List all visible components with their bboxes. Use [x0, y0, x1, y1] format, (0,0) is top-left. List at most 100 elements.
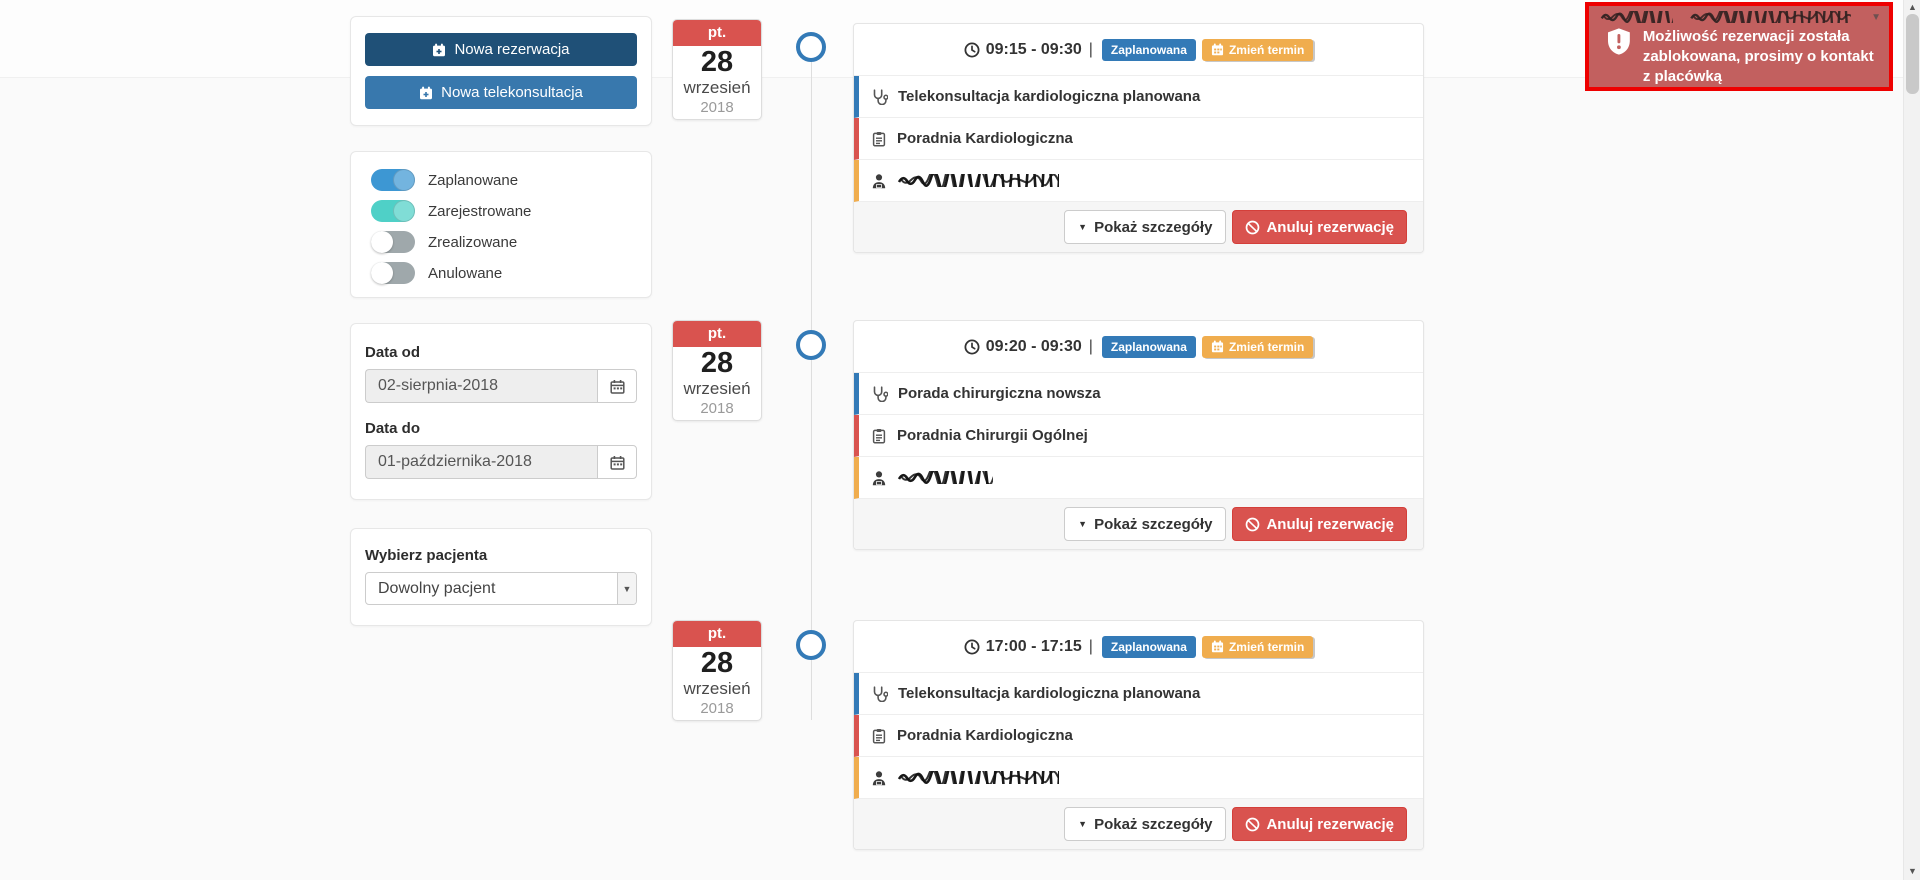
- calendar-icon: [1211, 43, 1224, 56]
- new-reservation-label: Nowa rezerwacja: [454, 41, 570, 58]
- caret-down-icon: ▼: [1078, 222, 1088, 232]
- show-details-button[interactable]: ▼ Pokaż szczegóły: [1064, 507, 1227, 541]
- patient-select[interactable]: Dowolny pacjent ▼: [365, 572, 637, 605]
- shield-exclamation-icon: [1607, 28, 1630, 55]
- appointment-header: 09:20 - 09:30 | Zaplanowana Zmień termin: [854, 321, 1423, 373]
- cancel-label: Anuluj rezerwację: [1266, 815, 1394, 833]
- show-details-button[interactable]: ▼ Pokaż szczegóły: [1064, 807, 1227, 841]
- details-label: Pokaż szczegóły: [1094, 218, 1213, 236]
- date-month: wrzesień: [683, 679, 751, 698]
- status-badge: Zaplanowana: [1101, 335, 1196, 358]
- appointment-card: 17:00 - 17:15 | Zaplanowana Zmień termin…: [853, 620, 1424, 850]
- service-row: Telekonsultacja kardiologiczna planowana: [854, 76, 1423, 118]
- toggle-row-anulowane: Anulowane: [371, 262, 637, 284]
- caret-down-icon: ▼: [1078, 819, 1088, 829]
- date-to-calendar-button[interactable]: [597, 445, 637, 479]
- clinic-name: Poradnia Chirurgii Ogólnej: [897, 427, 1088, 444]
- date-weekday: pt.: [673, 20, 761, 46]
- toggle-knob: [371, 262, 393, 284]
- reschedule-button[interactable]: Zmień termin: [1201, 635, 1314, 658]
- date-day: 28: [700, 347, 734, 379]
- clock-icon: [964, 42, 980, 57]
- service-row: Telekonsultacja kardiologiczna planowana: [854, 673, 1423, 715]
- appointment-card: 09:20 - 09:30 | Zaplanowana Zmień termin…: [853, 320, 1424, 550]
- filter-sidebar: Nowa rezerwacja Nowa telekonsultacja Zap…: [350, 16, 652, 626]
- toggle-knob: [371, 231, 393, 253]
- date-card: pt. 28 wrzesień 2018: [672, 320, 762, 421]
- appointment-footer: ▼ Pokaż szczegóły Anuluj rezerwację: [854, 499, 1423, 549]
- appointment-time: 09:20 - 09:30: [985, 337, 1082, 355]
- date-day: 28: [700, 46, 734, 78]
- patient-row: [854, 160, 1423, 202]
- calendar-icon: [1211, 640, 1224, 653]
- redacted-navbar-text: [1600, 11, 1673, 23]
- details-label: Pokaż szczegóły: [1094, 815, 1213, 833]
- clinic-row: Poradnia Kardiologiczna: [854, 118, 1423, 160]
- clinic-icon: [872, 130, 886, 147]
- service-name: Telekonsultacja kardiologiczna planowana: [898, 88, 1201, 105]
- patient-icon: [872, 470, 886, 486]
- user-menu-caret-icon[interactable]: ▼: [1871, 11, 1881, 23]
- date-month: wrzesień: [683, 379, 751, 398]
- scroll-up-arrow[interactable]: ▲: [1908, 2, 1917, 12]
- date-to-input[interactable]: [365, 445, 597, 479]
- patient-filter-label: Wybierz pacjenta: [365, 547, 488, 564]
- actions-panel: Nowa rezerwacja Nowa telekonsultacja: [350, 16, 652, 126]
- appointment-header: 17:00 - 17:15 | Zaplanowana Zmień termin: [854, 621, 1423, 673]
- patient-select-value: Dowolny pacjent: [378, 579, 496, 597]
- toggle-anulowane[interactable]: [371, 262, 415, 284]
- stethoscope-icon: [873, 88, 888, 105]
- reschedule-label: Zmień termin: [1228, 42, 1305, 57]
- new-reservation-button[interactable]: Nowa rezerwacja: [365, 33, 637, 66]
- date-from-input[interactable]: [365, 369, 597, 403]
- cancel-reservation-button[interactable]: Anuluj rezerwację: [1232, 210, 1407, 244]
- redacted-patient-name: [897, 771, 1059, 784]
- clinic-name: Poradnia Kardiologiczna: [897, 130, 1073, 147]
- date-to-label: Data do: [365, 420, 421, 437]
- toggle-label: Anulowane: [428, 264, 503, 282]
- clinic-row: Poradnia Kardiologiczna: [854, 715, 1423, 757]
- service-name: Telekonsultacja kardiologiczna planowana: [898, 685, 1201, 702]
- reschedule-button[interactable]: Zmień termin: [1201, 335, 1314, 358]
- date-year: 2018: [700, 700, 734, 717]
- stethoscope-icon: [873, 385, 888, 402]
- ban-icon: [1246, 817, 1260, 831]
- patient-row: [854, 757, 1423, 799]
- toggle-label: Zarejestrowane: [428, 202, 532, 220]
- clock-icon: [964, 639, 980, 654]
- patient-row: [854, 457, 1423, 499]
- calendar-icon: [609, 378, 625, 394]
- toggle-row-zaplanowane: Zaplanowane: [371, 169, 637, 191]
- date-range-panel: Data od Data do: [350, 323, 652, 500]
- scroll-down-arrow[interactable]: ▼: [1908, 866, 1917, 876]
- cancel-reservation-button[interactable]: Anuluj rezerwację: [1232, 807, 1407, 841]
- reschedule-label: Zmień termin: [1228, 339, 1305, 354]
- toggle-zaplanowane[interactable]: [371, 169, 415, 191]
- service-name: Porada chirurgiczna nowsza: [898, 385, 1101, 402]
- patient-icon: [872, 770, 886, 786]
- cancel-reservation-button[interactable]: Anuluj rezerwację: [1232, 507, 1407, 541]
- reschedule-label: Zmień termin: [1228, 639, 1305, 654]
- separator: |: [1088, 337, 1093, 355]
- toggle-knob: [393, 169, 415, 191]
- vertical-scrollbar[interactable]: ▲ ▼: [1903, 0, 1920, 880]
- date-from-calendar-button[interactable]: [597, 369, 637, 403]
- new-teleconsultation-button[interactable]: Nowa telekonsultacja: [365, 76, 637, 109]
- show-details-button[interactable]: ▼ Pokaż szczegóły: [1064, 210, 1227, 244]
- calendar-plus-icon: [420, 86, 433, 99]
- status-badge: Zaplanowana: [1101, 38, 1196, 61]
- toggle-zarejestrowane[interactable]: [371, 200, 415, 222]
- scrollbar-thumb[interactable]: [1906, 14, 1919, 94]
- status-filters-panel: Zaplanowane Zarejestrowane Zrealizowane …: [350, 151, 652, 298]
- toggle-zrealizowane[interactable]: [371, 231, 415, 253]
- clock-icon: [964, 338, 980, 355]
- toggle-label: Zaplanowane: [428, 171, 519, 189]
- notification-body: Możliwość rezerwacji została zablokowana…: [1597, 27, 1881, 87]
- appointment-card: 09:15 - 09:30 | Zaplanowana Zmień termin…: [853, 23, 1424, 253]
- caret-down-icon: ▼: [1078, 519, 1088, 529]
- date-to-group: [365, 445, 637, 479]
- cancel-label: Anuluj rezerwację: [1266, 218, 1394, 236]
- patient-filter-panel: Wybierz pacjenta Dowolny pacjent ▼: [350, 528, 652, 626]
- timeline-node: [796, 630, 826, 660]
- reschedule-button[interactable]: Zmień termin: [1201, 38, 1314, 61]
